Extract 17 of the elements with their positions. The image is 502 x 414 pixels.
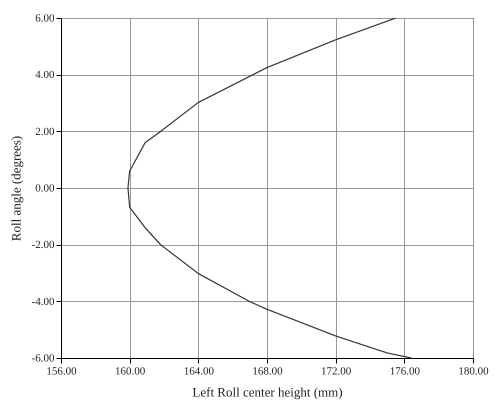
x-tick-label: 156.00 <box>46 366 78 378</box>
y-tick-label: 2.00 <box>35 126 55 138</box>
y-tick-label: -2.00 <box>32 239 55 252</box>
y-tick-label: -4.00 <box>32 296 55 308</box>
y-tick-label: 4.00 <box>35 69 55 82</box>
y-tick-label: -6.00 <box>32 352 55 364</box>
x-axis-title: Left Roll center height (mm) <box>192 384 343 400</box>
y-tick-label: 0.00 <box>35 182 55 194</box>
y-axis-title: Roll angle (degrees) <box>8 136 24 242</box>
x-tick-label: 164.00 <box>184 366 214 378</box>
y-tick-label: 6.00 <box>35 12 55 24</box>
x-tick-label: 180.00 <box>458 366 490 378</box>
x-tick-label: 172.00 <box>321 366 352 378</box>
x-tick-label: 176.00 <box>390 366 420 378</box>
line-series <box>127 18 412 358</box>
x-tick-label: 160.00 <box>115 366 146 378</box>
x-tick-label: 168.00 <box>252 366 284 378</box>
